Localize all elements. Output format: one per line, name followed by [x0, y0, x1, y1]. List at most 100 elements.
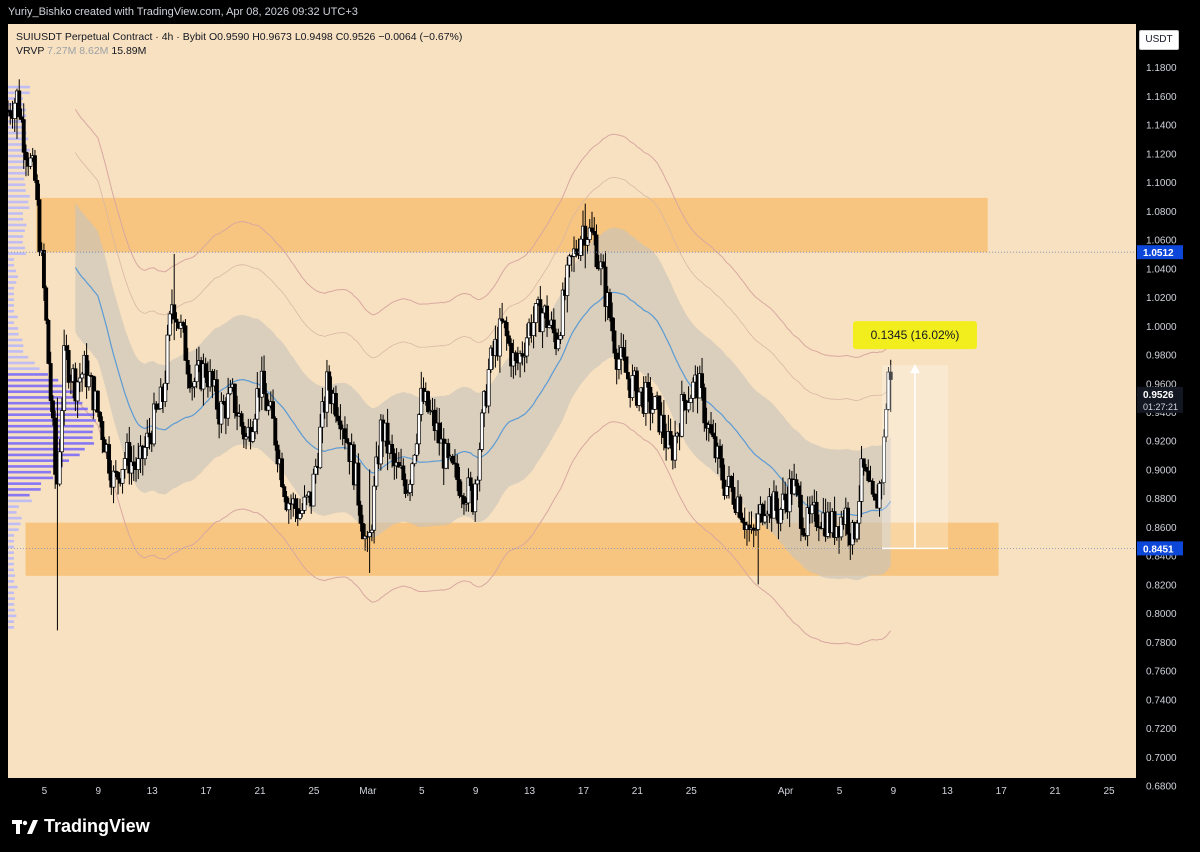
candle-body	[264, 393, 269, 411]
volume-profile-bar	[8, 436, 93, 439]
price-tag-box	[1137, 386, 1183, 413]
candle-body	[77, 377, 82, 383]
symbol-title[interactable]: SUIUSDT Perpetual Contract · 4h · Bybit	[16, 31, 207, 43]
volume-profile-bar	[8, 580, 14, 583]
candle-body	[100, 421, 105, 441]
price-tag-box	[1137, 245, 1183, 260]
volume-profile-bar	[8, 286, 14, 290]
candle-body	[372, 485, 377, 531]
volume-profile-bar	[8, 516, 22, 520]
candle-body	[756, 513, 761, 530]
volume-profile-bar	[8, 332, 19, 336]
candle-body	[111, 470, 116, 488]
time-tick-label: 13	[524, 786, 536, 797]
time-axis: 5 9 13 17 21 25 Mar 5 9 13 17 21 25 Apr 5 9 13 17 21 25	[0, 778, 1136, 802]
price-tick-label: 0.8000	[1146, 609, 1177, 620]
price-tag-label: 0.9526	[1143, 390, 1174, 401]
candle-body	[700, 373, 705, 389]
candle-body	[44, 287, 49, 321]
candle-body	[475, 479, 480, 485]
candle-body	[488, 347, 493, 370]
volume-profile-bar	[8, 269, 17, 273]
candle-body	[293, 498, 298, 509]
candle-body	[610, 317, 615, 332]
candle-body	[336, 415, 341, 422]
time-tick-label: 5	[42, 786, 48, 797]
candle-body	[879, 482, 884, 484]
candle-body	[165, 334, 170, 384]
candle-body	[884, 409, 889, 438]
currency-button[interactable]: USDT	[1139, 30, 1179, 50]
volume-profile-bar	[8, 177, 25, 181]
ohlc-change: −0.0064 (−0.67%)	[378, 31, 463, 43]
candle-body	[221, 400, 226, 405]
candle-body	[187, 373, 192, 389]
candle-body	[870, 481, 875, 495]
candle-body	[558, 335, 563, 340]
volume-profile-bar	[8, 125, 23, 129]
time-axis-bg	[0, 778, 1136, 802]
candle-body	[650, 408, 655, 414]
price-tick-label: 1.0400	[1146, 264, 1177, 275]
candle-body	[219, 400, 224, 425]
volume-profile-bar	[8, 321, 14, 325]
vrvp-label[interactable]: VRVP	[16, 45, 45, 57]
candle-body	[616, 358, 621, 370]
volume-profile-bar	[8, 171, 27, 175]
candle-body	[183, 325, 188, 361]
candle-body	[810, 504, 815, 515]
candle-body	[560, 289, 565, 336]
time-tick-label: 17	[996, 786, 1008, 797]
candle-body	[136, 458, 141, 470]
candle-body	[95, 390, 100, 413]
ohlc-close: C0.9526	[335, 31, 376, 43]
candle-body	[403, 479, 408, 494]
tradingview-logo[interactable]: TradingView	[12, 816, 150, 837]
volume-profile-bar	[8, 499, 32, 503]
candle-body	[774, 491, 779, 511]
candle-body	[57, 451, 62, 485]
volume-profile-bar	[8, 447, 85, 451]
candle-body	[59, 410, 64, 453]
time-tick-label: 17	[201, 786, 213, 797]
candle-body	[98, 411, 103, 422]
candle-body	[412, 454, 417, 465]
candle-body	[33, 155, 37, 181]
candle-body	[50, 400, 55, 419]
candle-body	[75, 381, 80, 402]
candle-body	[17, 90, 22, 118]
candle-body	[304, 495, 309, 498]
price-tick-label: 0.8400	[1146, 552, 1177, 563]
candle-body	[720, 458, 725, 481]
volume-profile-bar	[8, 275, 18, 279]
volume-profile-bar	[8, 367, 40, 370]
volume-profile-bar	[8, 539, 14, 543]
candle-body	[540, 312, 545, 333]
candle-body	[66, 350, 71, 383]
candle-body	[646, 381, 651, 388]
candle-body	[107, 444, 112, 474]
candle-body	[172, 304, 177, 320]
candle-body	[466, 477, 471, 504]
mid-band-upper	[75, 152, 892, 401]
volume-profile-bar	[8, 591, 14, 595]
outer-band-upper	[74, 109, 892, 358]
price-tick-label: 0.9800	[1146, 351, 1177, 362]
volume-profile-bar	[8, 608, 15, 612]
price-tick-label: 1.1400	[1146, 121, 1177, 132]
candle-body	[156, 408, 161, 410]
candle-body	[457, 479, 462, 496]
candle-body	[531, 322, 536, 336]
candle-body	[603, 266, 608, 307]
candle-body	[311, 473, 316, 507]
candle-body	[367, 532, 372, 538]
candle-body	[358, 504, 363, 524]
candle-body	[250, 431, 255, 442]
candle-body	[302, 496, 307, 511]
ohlc-high: H0.9673	[252, 31, 292, 43]
candle-body	[408, 483, 413, 493]
candle-body	[839, 516, 844, 538]
time-tick-label: 25	[308, 786, 320, 797]
candle-body	[648, 386, 653, 414]
